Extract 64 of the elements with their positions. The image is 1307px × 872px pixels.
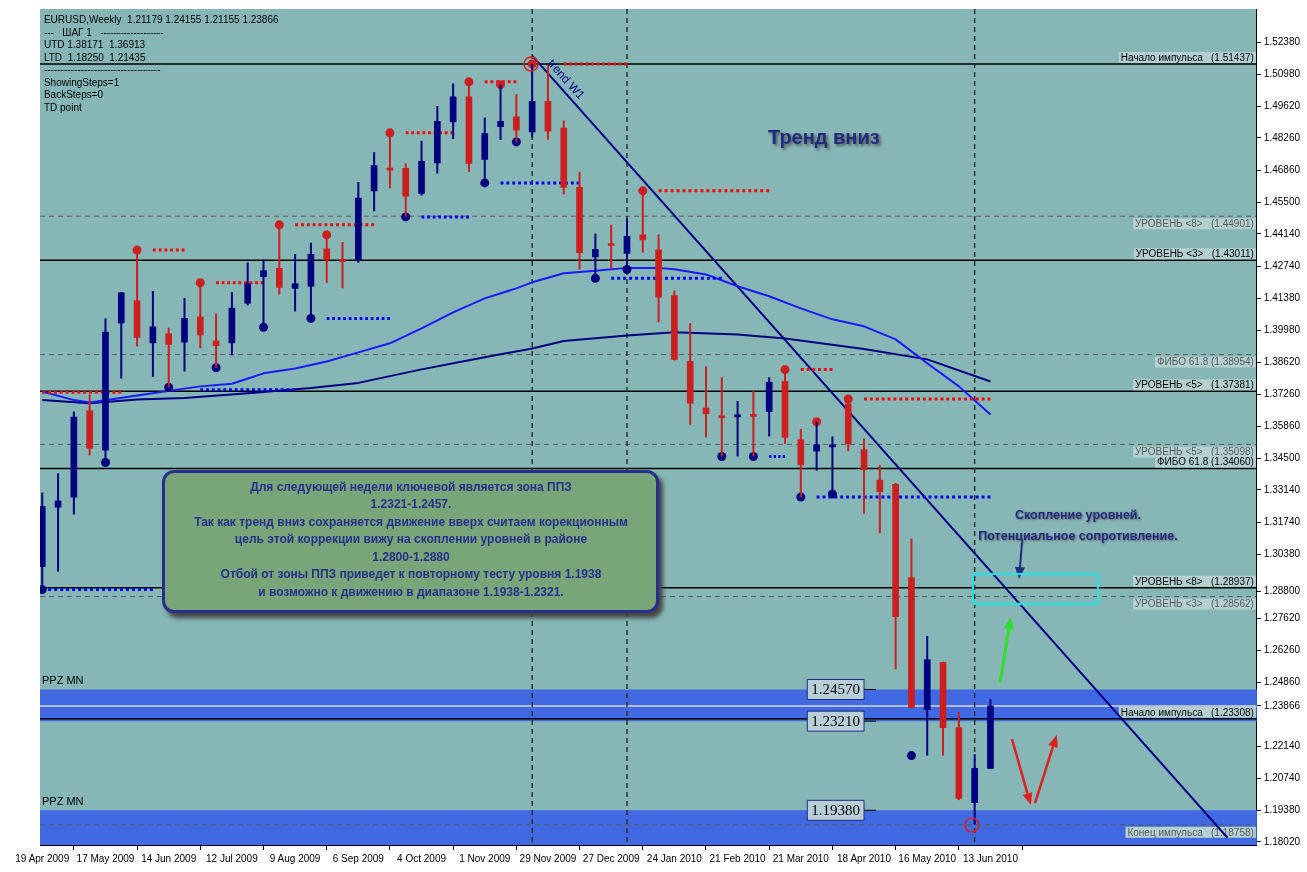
point [906,751,916,761]
y-tick-label: 1.39980 [1263,324,1301,336]
y-tick-label: 1.35860 [1263,420,1301,432]
y-tick-label: 1.48260 [1263,131,1301,143]
y-tick-label: 1.37260 [1263,387,1301,399]
x-tick-label: 19 Apr 2009 [15,852,70,864]
annotation: 1.24570 [811,681,861,698]
point [259,322,268,332]
x-tick-label: 24 Jan 2010 [646,852,703,864]
band-label: PPZ MN [42,794,84,807]
band-label: PPZ MN [42,674,84,687]
y-tick-label: 1.34500 [1263,452,1301,464]
y-tick-label: 1.26260 [1263,643,1301,655]
annotation: 1.19380 [811,802,861,819]
x-tick-label: 21 Feb 2010 [709,852,767,864]
y-tick-label: 1.19380 [1263,804,1301,816]
x-tick-label: 18 Apr 2010 [837,852,892,864]
annotation: Тренд вниз [767,126,880,150]
ref-line-label: УРОВЕНЬ <5> (1.37381) [1134,378,1254,390]
ref-line-label: УРОВЕНЬ <5> (1.35098) [1134,446,1254,458]
ref-line-label: ФИБО 61.8 (1.34060) [1156,456,1254,468]
y-tick-label: 1.33140 [1263,483,1301,495]
y-tick-label: 1.23866 [1263,699,1301,711]
annotation: Скопление уровней. Потенциальное сопротивление. [978,506,1178,545]
y-tick-label: 1.31740 [1263,516,1301,528]
x-tick-label: 9 Aug 2009 [269,852,321,864]
y-tick-label: 1.46860 [1263,164,1301,176]
y-tick-label: 1.28800 [1263,584,1301,596]
ref-line-label: Начало импульса (1.51437) [1120,51,1254,63]
ref-line-label: УРОВЕНЬ <8> (1.28937) [1134,575,1254,587]
x-tick-label: 6 Sep 2009 [332,852,385,864]
x-tick-label: 17 May 2009 [76,852,135,864]
ref-line-label: Начало импульса (1.23308) [1120,706,1254,718]
ref-line-label: ФИБО 61.8 (1.38954) [1156,356,1254,368]
x-tick-label: 12 Jul 2009 [206,852,259,864]
point [590,273,600,283]
y-tick-label: 1.45500 [1263,195,1301,207]
y-tick-label: 1.42740 [1263,260,1301,272]
y-tick-label: 1.22140 [1263,739,1301,751]
ref-line-label: УРОВЕНЬ <3> (1.43011) [1135,247,1254,259]
ref-line-label: УРОВЕНЬ <3> (1.28562) [1134,598,1254,610]
y-tick-label: 1.49620 [1263,100,1301,112]
y-tick-label: 1.38620 [1263,356,1301,368]
y-tick-label: 1.27620 [1263,612,1301,624]
x-tick-label: 16 May 2010 [898,852,957,864]
y-tick-label: 1.50980 [1263,68,1301,80]
y-tick-label: 1.44140 [1263,227,1301,239]
annotation: 1.23210 [811,713,861,730]
x-tick-label: 29 Nov 2009 [519,852,577,864]
y-tick-label: 1.18020 [1263,835,1301,847]
y-tick-label: 1.24860 [1263,676,1301,688]
x-tick-label: 14 Jun 2009 [141,852,197,864]
x-tick-label: 21 Mar 2010 [772,852,830,864]
ref-line-label: УРОВЕНЬ <8> (1.44901) [1134,217,1254,229]
y-tick-label: 1.52380 [1263,35,1301,47]
y-tick-label: 1.20740 [1263,772,1301,784]
y-tick-label: 1.41380 [1263,291,1301,303]
x-tick-label: 13 Jun 2010 [962,852,1019,864]
x-tick-label: 4 Oct 2009 [397,852,447,864]
callout-box: Для следующей недели ключевой является зона ППЗ 1.2321-1.2457. Так как тренд вниз сохраняется движение вверх считаем корекционным цель этой коррекции вижу на скоплении уровней в районе 1.2800-1.2880 Отбой от зоны ППЗ приведет к повторному тесту уровня 1.1938 и возможно к движению в диапазоне 1.1938-1.2321. [162,469,660,613]
x-tick-label: 1 Nov 2009 [459,852,511,864]
annotation: EURUSD,Weekly 1.21179 1.24155 1.21155 1.23866 --- ШАГ 1 ------------------- UTD 1.38171 1.36913 LTD 1.18250 1.21435 ----------------------------------- ShowingSteps=1 BackSteps=0 TD point [43,14,279,114]
x-tick-label: 27 Dec 2009 [582,852,640,864]
y-tick-label: 1.30380 [1263,547,1301,559]
